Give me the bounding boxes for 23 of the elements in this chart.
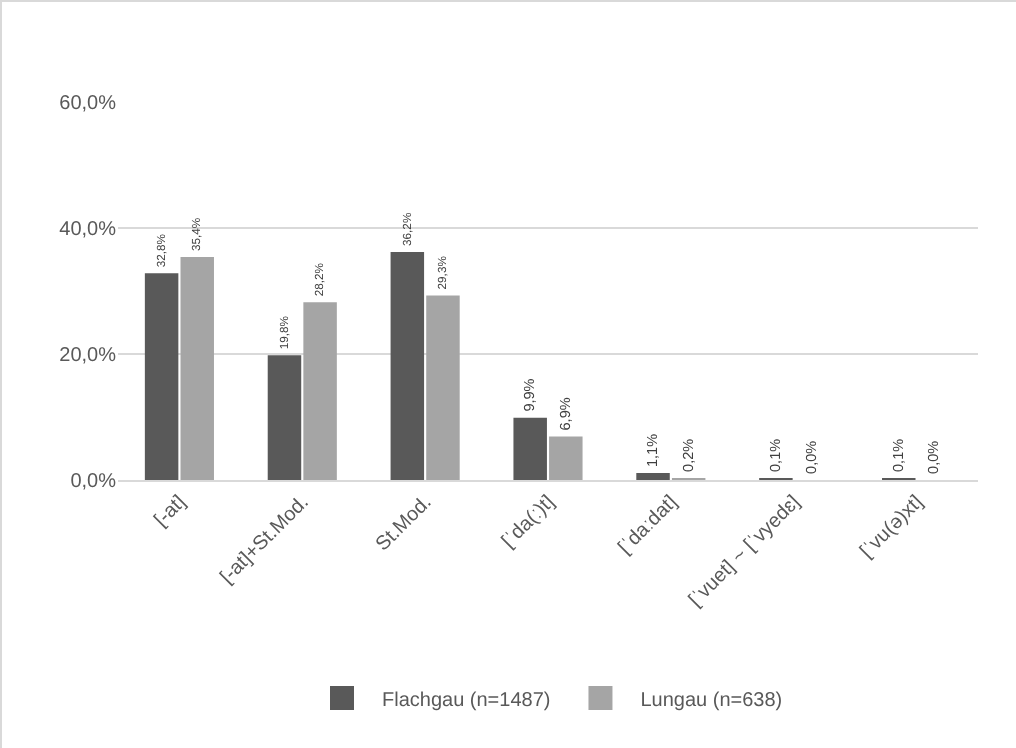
data-label: 1,1%	[643, 432, 662, 468]
data-label: 0,0%	[924, 439, 943, 474]
bar	[549, 436, 583, 480]
data-label: 0,2%	[678, 437, 697, 472]
bar	[636, 473, 670, 480]
legend-label: Lungau (n=638)	[640, 689, 783, 712]
bar	[303, 302, 337, 480]
data-label: 0,0%	[801, 439, 820, 474]
bar	[144, 273, 179, 480]
data-label: 0,1%	[888, 437, 907, 472]
data-label: 9,9%	[520, 377, 539, 412]
y-tick-label: 20,0%	[59, 345, 117, 367]
legend-label: Flachgau (n=1487)	[382, 689, 551, 712]
y-tick-label: 0,0%	[70, 471, 117, 493]
y-tick-label: 60,0%	[59, 93, 117, 115]
bar	[180, 256, 214, 480]
data-label: 6,9%	[555, 396, 574, 431]
y-tick-label: 40,0%	[59, 219, 117, 241]
data-label: 0,1%	[765, 437, 784, 472]
bar	[426, 295, 460, 480]
bar	[390, 251, 425, 480]
bar	[513, 417, 547, 480]
bar	[267, 355, 302, 480]
